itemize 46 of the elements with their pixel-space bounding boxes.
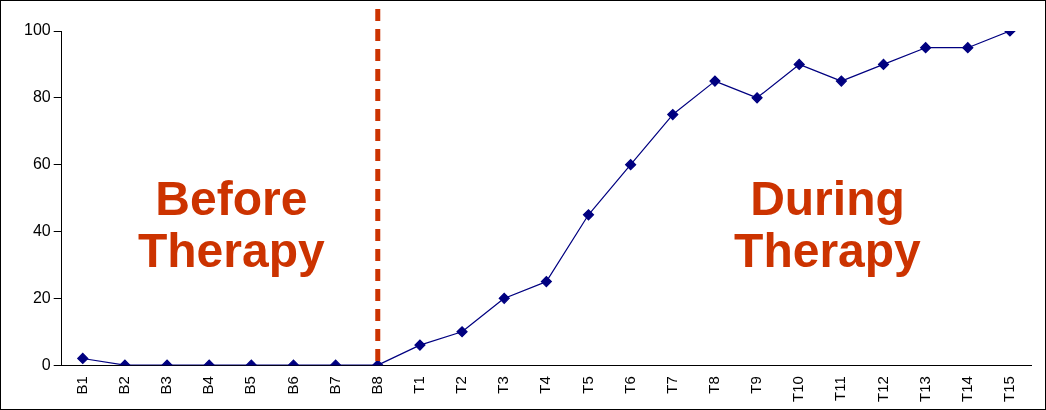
x-tick-label: T12: [873, 376, 891, 403]
x-tick-label: T1: [410, 376, 428, 394]
y-tick-label: 0: [41, 355, 51, 373]
x-tick-label: B5: [241, 376, 259, 395]
x-tick-label: T13: [915, 376, 933, 403]
y-tick-label: 20: [32, 288, 51, 306]
x-tick-label: B1: [72, 376, 90, 395]
x-tick-label: B7: [325, 376, 343, 395]
y-tick-label: 80: [32, 88, 51, 106]
y-tick-label: 100: [23, 21, 51, 39]
x-tick-label: B6: [283, 376, 301, 395]
y-tick-label: 60: [32, 155, 51, 173]
point: [582, 209, 595, 221]
x-tick-label: B3: [157, 376, 175, 395]
x-tick-label: T10: [789, 376, 807, 403]
x-tick-label: T2: [452, 376, 470, 394]
annotation: During Therapy: [734, 172, 922, 278]
point: [625, 159, 637, 171]
point: [793, 58, 805, 71]
point: [77, 352, 89, 365]
x-tick-label: T5: [578, 376, 596, 394]
x-tick-label: B8: [367, 376, 385, 395]
x-tick-label: T6: [620, 376, 638, 394]
point: [709, 75, 721, 87]
point: [835, 75, 847, 87]
point: [751, 92, 763, 104]
x-tick-label: T11: [831, 376, 849, 401]
annotation: Before Therapy: [137, 172, 325, 278]
point: [667, 108, 679, 121]
x-tick-label: T3: [494, 376, 512, 394]
x-tick-label: T15: [1000, 376, 1018, 403]
point: [414, 339, 426, 351]
point: [877, 58, 890, 71]
x-tick-label: B4: [199, 376, 217, 395]
x-tick-label: B2: [115, 376, 133, 395]
point: [540, 276, 552, 288]
x-tick-label: T14: [957, 376, 975, 403]
point: [962, 42, 974, 54]
x-tick-label: T8: [705, 376, 723, 394]
x-tick-label: T9: [747, 376, 765, 394]
point: [920, 42, 932, 54]
y-tick-label: 40: [32, 221, 51, 239]
point: [498, 292, 510, 304]
x-tick-label: T4: [536, 376, 554, 394]
point: [456, 326, 468, 338]
x-tick-label: T7: [662, 376, 680, 394]
